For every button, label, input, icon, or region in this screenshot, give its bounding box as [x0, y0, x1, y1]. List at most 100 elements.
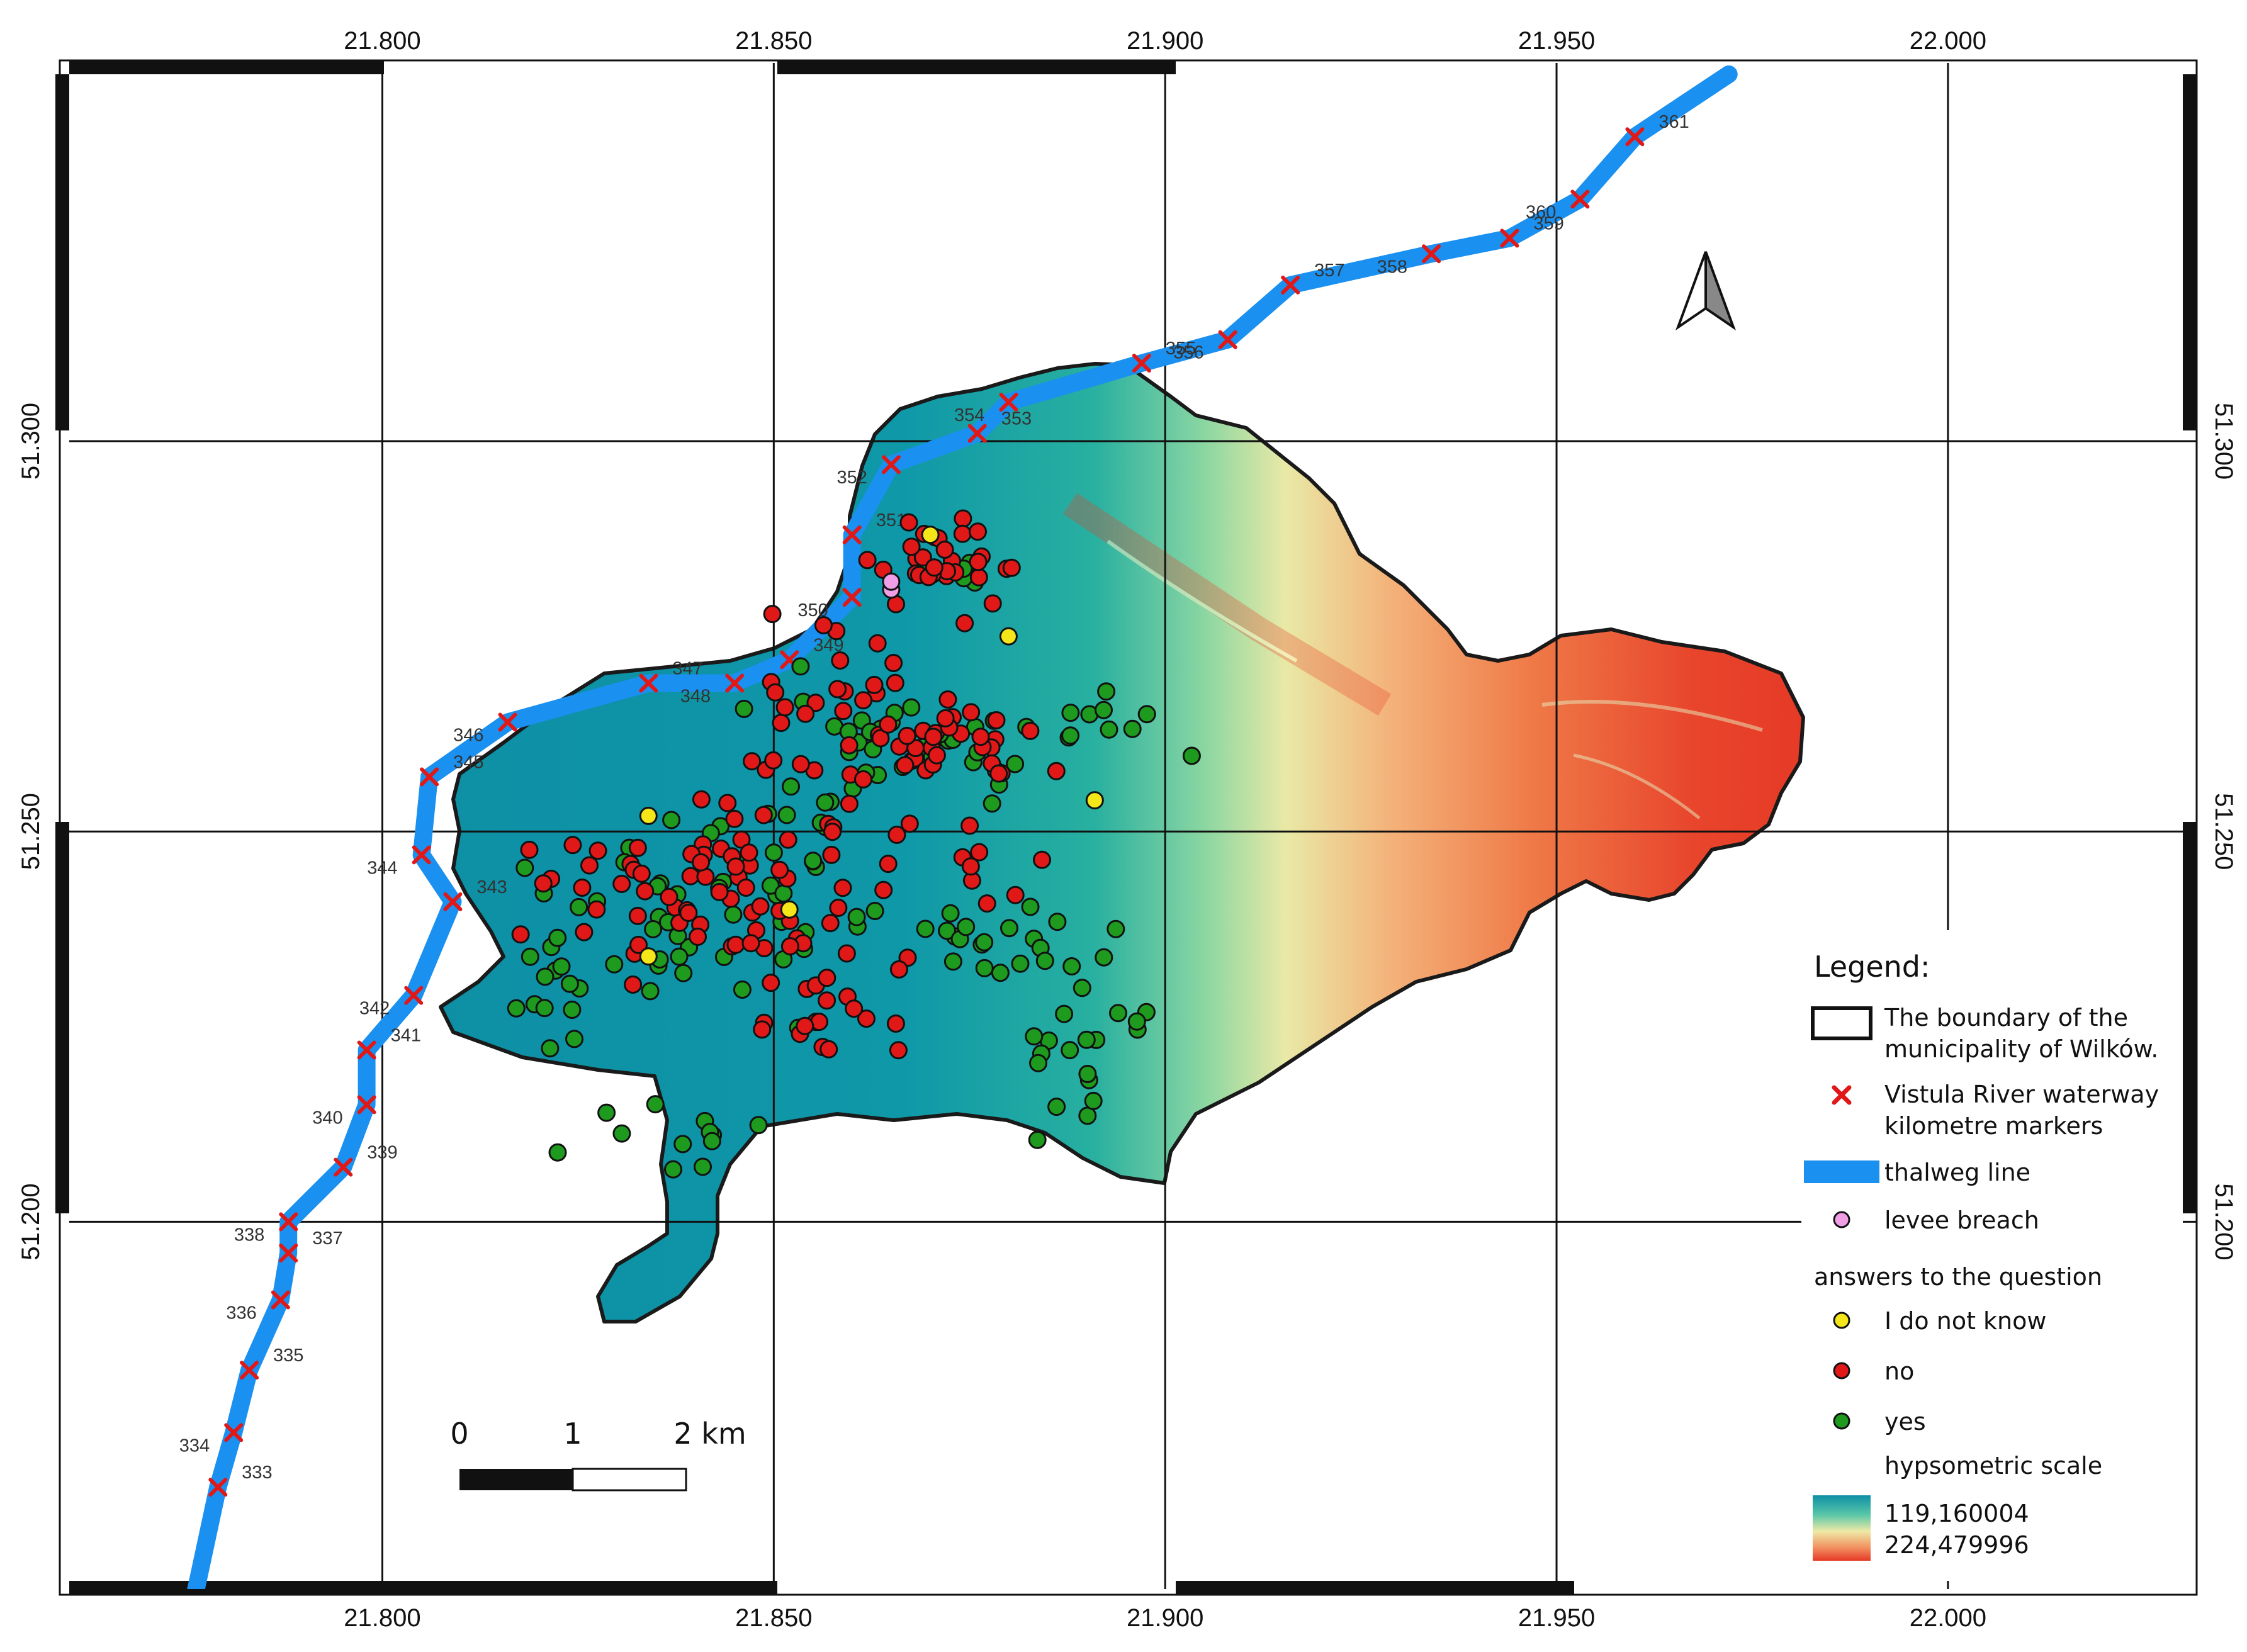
answer-no-point — [913, 548, 932, 567]
km-marker-icon — [967, 424, 987, 443]
answer-yes-point — [777, 806, 796, 824]
answer-dont-know-point — [999, 627, 1018, 646]
legend-levee: levee breach — [1884, 1206, 2039, 1234]
answer-yes-point — [1109, 1004, 1127, 1023]
answer-yes-point — [804, 851, 823, 870]
answer-no-point — [818, 969, 836, 987]
answer-yes-point — [662, 811, 681, 829]
scale-label-2: 2 km — [673, 1417, 746, 1451]
dont-know-swatch-icon — [1833, 1312, 1850, 1329]
answer-no-point — [563, 836, 582, 855]
y-tick-left-2: 51.200 — [17, 1183, 45, 1260]
boundary-swatch — [1811, 1006, 1872, 1040]
answer-yes-point — [646, 1095, 665, 1114]
km-marker-icon — [404, 986, 424, 1005]
km-label: 333 — [242, 1463, 272, 1483]
answer-no-point — [762, 974, 780, 992]
answer-yes-point — [674, 964, 693, 982]
answer-no-point — [840, 794, 859, 813]
y-tick-right-2: 51.200 — [2210, 1183, 2238, 1260]
km-label: 334 — [179, 1436, 210, 1456]
answer-no-point — [879, 715, 898, 734]
km-marker-icon — [842, 588, 862, 607]
answer-yes-point — [664, 1160, 682, 1179]
answer-no-point — [575, 923, 594, 941]
answer-yes-point — [1084, 1091, 1103, 1110]
answer-no-point — [884, 654, 903, 672]
answer-yes-point — [702, 1132, 721, 1150]
km-marker-icon — [357, 1040, 376, 1060]
x-tick-top-1: 21.850 — [735, 27, 812, 55]
answer-no-point — [580, 856, 599, 875]
km-marker-icon — [725, 673, 745, 693]
km-label: 358 — [1377, 257, 1407, 277]
answer-yes-point — [1137, 705, 1156, 724]
answer-yes-point — [1077, 1030, 1096, 1049]
answer-yes-point — [816, 793, 835, 812]
answer-no-point — [736, 879, 755, 897]
answer-yes-point — [597, 1103, 616, 1122]
legend-title: Legend: — [1814, 950, 1930, 984]
answer-no-point — [887, 826, 906, 844]
answer-no-point — [796, 704, 815, 723]
km-marker-icon — [224, 1423, 244, 1442]
answer-no-point — [960, 816, 979, 835]
map-frame — [55, 59, 2198, 1596]
answer-yes-point — [560, 974, 579, 993]
km-label: 356 — [1173, 343, 1203, 363]
answer-yes-point — [570, 897, 588, 916]
survey-points — [507, 509, 1201, 1179]
answer-no-point — [833, 879, 852, 897]
answer-no-point — [818, 991, 836, 1010]
answer-yes-point — [1095, 948, 1113, 967]
answer-yes-point — [1062, 957, 1081, 975]
km-marker-icon — [240, 1361, 259, 1380]
answer-yes-point — [605, 955, 624, 974]
answer-yes-point — [641, 982, 660, 1001]
km-marker-icon — [279, 1212, 298, 1232]
answer-yes-point — [1055, 1004, 1074, 1023]
answer-yes-point — [975, 958, 994, 977]
km-marker-icon — [357, 1095, 376, 1115]
legend-elev-min: 119,160004 — [1884, 1500, 2029, 1527]
answer-yes-point — [552, 957, 571, 976]
answer-no-point — [763, 605, 782, 624]
answer-yes-point — [1035, 952, 1054, 970]
answer-dont-know-point — [639, 947, 658, 966]
answer-yes-point — [548, 1143, 567, 1162]
km-marker-icon — [1281, 275, 1300, 295]
answer-dont-know-point — [1085, 791, 1104, 810]
answer-no-point — [628, 838, 647, 857]
answer-yes-point — [670, 947, 689, 966]
km-label: 352 — [836, 468, 867, 488]
answer-no-point — [587, 900, 606, 919]
answer-no-point — [822, 845, 841, 864]
answer-no-point — [692, 790, 711, 809]
km-marker-icon — [1422, 244, 1441, 264]
answer-no-point — [927, 746, 946, 765]
km-label: 355 — [1166, 339, 1196, 359]
answer-yes-point — [548, 928, 567, 947]
answer-yes-point — [847, 907, 866, 926]
km-marker-icon — [842, 525, 862, 544]
answer-no-point — [689, 928, 707, 946]
answer-no-point — [806, 694, 825, 712]
answer-no-point — [896, 756, 915, 775]
km-marker-icon — [881, 455, 901, 475]
terrain-relief — [1062, 493, 1763, 819]
answer-no-point — [845, 999, 864, 1018]
answer-yes-point — [565, 1030, 583, 1048]
answer-yes-point — [1100, 720, 1118, 739]
x-tick-bottom-3: 21.950 — [1518, 1604, 1595, 1632]
x-tick-bottom-2: 21.900 — [1127, 1604, 1203, 1632]
answer-yes-point — [612, 1124, 631, 1143]
x-tick-top-3: 21.950 — [1518, 27, 1595, 55]
yes-swatch-icon — [1833, 1412, 1850, 1430]
answer-no-point — [854, 691, 873, 710]
km-marker-icon — [334, 1157, 353, 1177]
answer-yes-point — [724, 905, 743, 924]
km-label: 335 — [273, 1346, 303, 1366]
km-label: 353 — [1001, 409, 1032, 429]
answer-yes-point — [764, 843, 783, 862]
km-marker-icon — [639, 673, 658, 693]
